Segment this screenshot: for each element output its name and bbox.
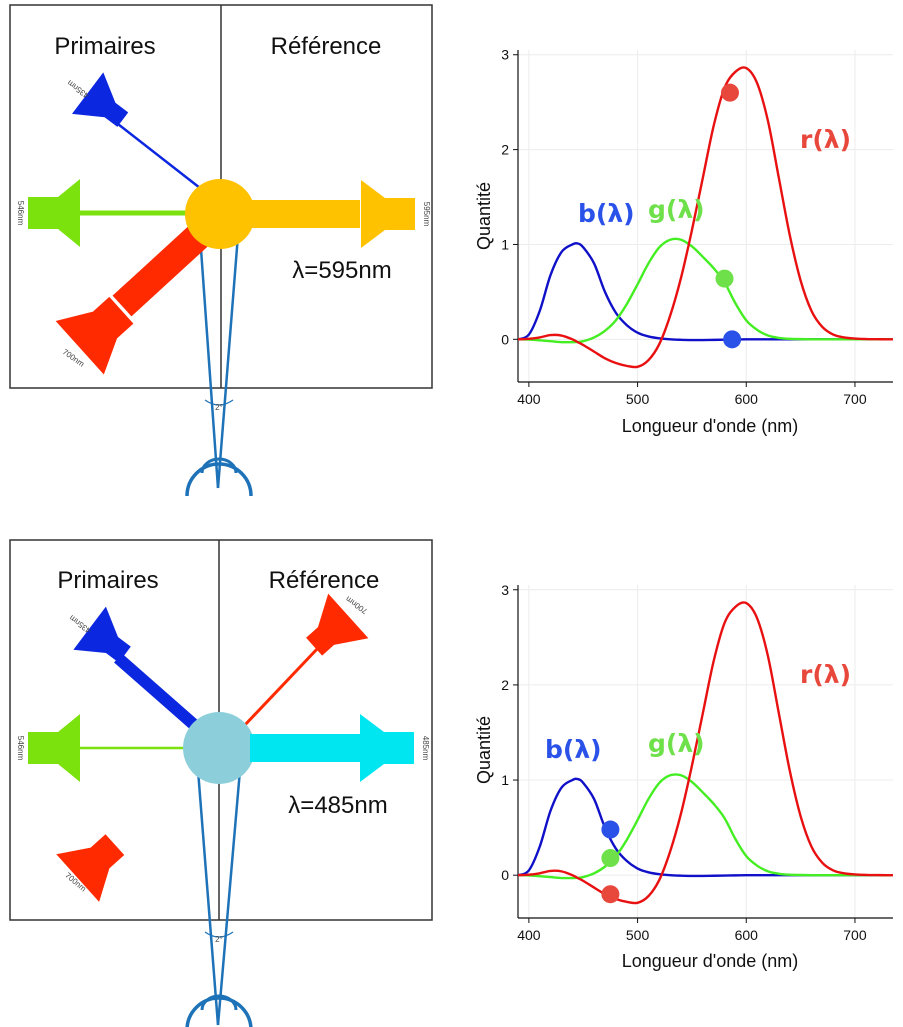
curve-r [517,601,894,905]
bottom-green-source-label: 546nm [16,736,25,761]
top-chart-ylabel: Quantité [474,182,494,250]
curve-r [517,66,894,369]
top-red-beam [112,219,215,317]
top-chart-ticks: 400 500 600 700 0 1 2 3 [501,47,867,407]
top-title-primaires: Primaires [54,33,155,60]
bottom-green-lamp-icon [28,714,80,782]
top-angle-label: 2° [215,403,223,412]
bottom-blue-source-label: 435nm [67,613,92,635]
marker-point [601,820,620,839]
top-color-matching-chart: 400 500 600 700 0 1 2 3 Longueur d'onde (nm) Qu… [474,47,894,436]
y-tick-label: 1 [501,772,509,788]
bottom-red-reference-label: 700nm [344,594,369,616]
marker-point [720,83,739,102]
bottom-experiment-diagram: Primaires Référence 2° 435nm 546nm 700nm [9,539,433,1027]
x-tick-label: 700 [843,391,867,407]
bottom-blue-beam [114,653,204,735]
bottom-cone-right-line [216,769,242,1026]
x-tick-label: 600 [735,391,759,407]
bottom-chart-xlabel: Longueur d'onde (nm) [622,951,799,971]
bottom-title-primaires: Primaires [57,567,158,594]
x-tick-label: 500 [626,927,650,943]
curve-g [517,773,893,880]
top-chart-curves [517,66,894,369]
top-blue-lamp-icon: 435nm [65,72,129,127]
top-cone-right-line [216,234,240,489]
bottom-red-reference-lamp-icon [306,593,369,656]
bottom-red-reference-beam [241,646,320,729]
top-chart-xlabel: Longueur d'onde (nm) [622,416,799,436]
top-mix-disc [185,179,255,249]
y-tick-label: 0 [501,331,509,347]
bottom-chart-markers [601,820,620,904]
top-title-reference: Référence [271,33,382,60]
bottom-eye-icon [185,996,253,1027]
top-green-lamp-icon [28,179,80,247]
y-tick-label: 3 [501,47,509,63]
bottom-legend-g: g(λ) [648,729,705,758]
top-reference-source-label: 595nm [422,202,431,227]
marker-point [715,269,734,288]
x-tick-label: 400 [517,927,541,943]
top-chart-markers [715,83,742,349]
marker-point [601,849,620,868]
bottom-chart-ylabel: Quantité [474,716,494,784]
top-blue-source-label: 435nm [65,78,90,100]
y-tick-label: 1 [501,236,509,252]
y-tick-label: 2 [501,677,509,693]
bottom-color-matching-chart: 400 500 600 700 0 1 2 3 Longueur d'onde (nm) Qu… [474,582,894,971]
bottom-mix-disc [183,712,255,784]
curve-b [517,242,894,342]
top-green-source-label: 546nm [16,201,25,226]
bottom-chart-ticks: 400 500 600 700 0 1 2 3 [501,582,867,943]
top-eye-lens [200,457,238,474]
top-wavelength-label: λ=595nm [292,257,391,284]
top-reference-lamp-icon [361,180,415,248]
bottom-cone-left-line [196,769,220,1026]
bottom-legend-r: r(λ) [800,660,851,689]
y-tick-label: 3 [501,582,509,598]
bottom-chart-curves [517,601,894,905]
bottom-eye-lens [200,994,238,1011]
curve-g [517,237,894,344]
bottom-reference-lamp-icon [360,714,414,782]
curve-b [517,777,893,878]
top-reference-beam [250,200,360,228]
y-tick-label: 2 [501,142,509,158]
bottom-red-lamp-icon [56,834,125,902]
bottom-reference-source-label: 485nm [421,736,430,761]
bottom-wavelength-label: λ=485nm [288,792,387,819]
top-legend-r: r(λ) [800,125,851,154]
marker-point [601,885,620,904]
top-chart-grid [518,50,893,382]
bottom-angle-label: 2° [215,935,223,944]
bottom-diagram-frame [9,539,433,921]
x-tick-label: 400 [517,391,541,407]
top-angle-arc [204,399,234,406]
y-tick-label: 0 [501,867,509,883]
top-cone-left-line [198,234,220,489]
top-red-lamp-icon [55,296,134,375]
x-tick-label: 500 [626,391,650,407]
x-tick-label: 700 [843,927,867,943]
bottom-legend-b: b(λ) [545,735,602,764]
x-tick-label: 600 [735,927,759,943]
marker-point [723,330,742,349]
top-legend-g: g(λ) [648,195,705,224]
top-experiment-diagram: Primaires Référence 2° 435nm 546nm 700nm [9,4,433,497]
top-legend-b: b(λ) [578,199,635,228]
bottom-angle-arc [204,931,234,938]
top-eye-icon [185,462,253,497]
bottom-title-reference: Référence [269,567,380,594]
bottom-reference-beam [250,734,360,762]
